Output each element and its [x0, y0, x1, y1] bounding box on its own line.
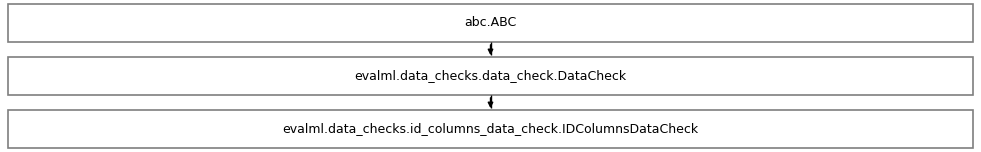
Bar	[8, 110, 973, 148]
Text: abc.ABC: abc.ABC	[464, 17, 517, 29]
Bar	[8, 4, 973, 42]
Bar	[8, 57, 973, 95]
Text: evalml.data_checks.data_check.DataCheck: evalml.data_checks.data_check.DataCheck	[354, 69, 627, 83]
Text: evalml.data_checks.id_columns_data_check.IDColumnsDataCheck: evalml.data_checks.id_columns_data_check…	[283, 123, 698, 135]
